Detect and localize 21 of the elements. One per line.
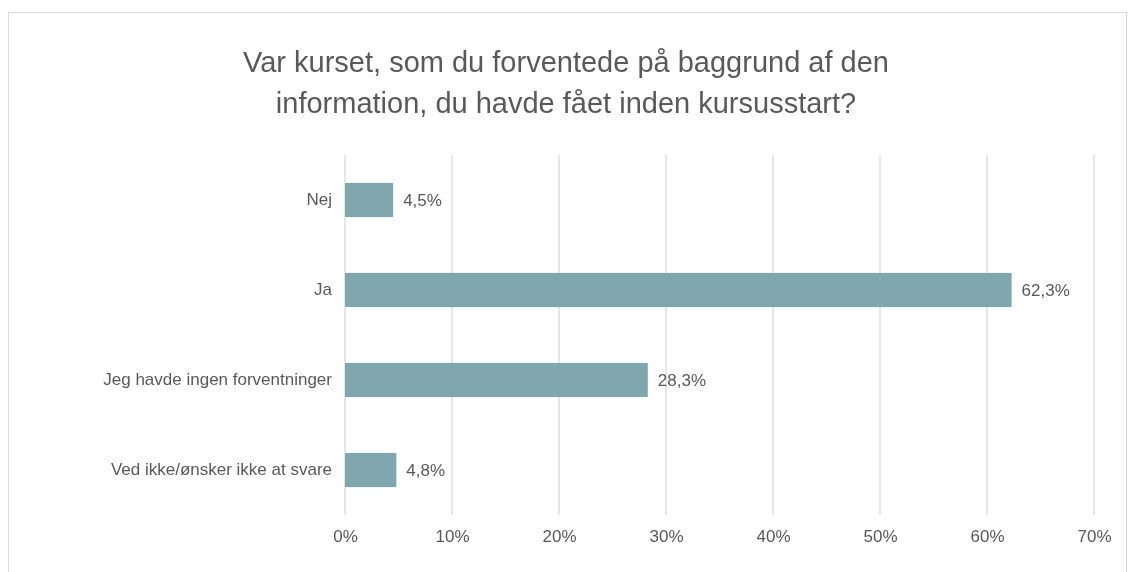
bar — [345, 272, 1012, 308]
x-tick-label: 10% — [435, 527, 470, 547]
y-tick-label: Nej — [306, 190, 332, 210]
x-tick-label: 60% — [970, 527, 1005, 547]
bar — [345, 182, 394, 218]
x-tick-label: 70% — [1077, 527, 1112, 547]
bar — [345, 452, 397, 488]
bar — [345, 362, 648, 398]
x-tick-label: 30% — [649, 527, 684, 547]
data-label: 28,3% — [657, 370, 707, 390]
chart-title: Var kurset, som du forventede på baggrund af den information, du havde fået inden kursusstart? — [243, 46, 889, 119]
data-label: 4,8% — [406, 460, 446, 480]
y-tick-label: Ja — [314, 280, 333, 300]
data-label: 62,3% — [1021, 280, 1070, 300]
y-tick-label: Ved ikke/ønsker ikke at svare — [110, 460, 332, 480]
x-tick-label: 40% — [756, 527, 791, 547]
x-tick-label: 50% — [863, 527, 898, 547]
data-label: 4,5% — [403, 190, 442, 210]
y-tick-label: Jeg havde ingen forventninger — [103, 370, 333, 390]
x-tick-label: 20% — [542, 527, 577, 547]
x-tick-label: 0% — [333, 527, 358, 547]
